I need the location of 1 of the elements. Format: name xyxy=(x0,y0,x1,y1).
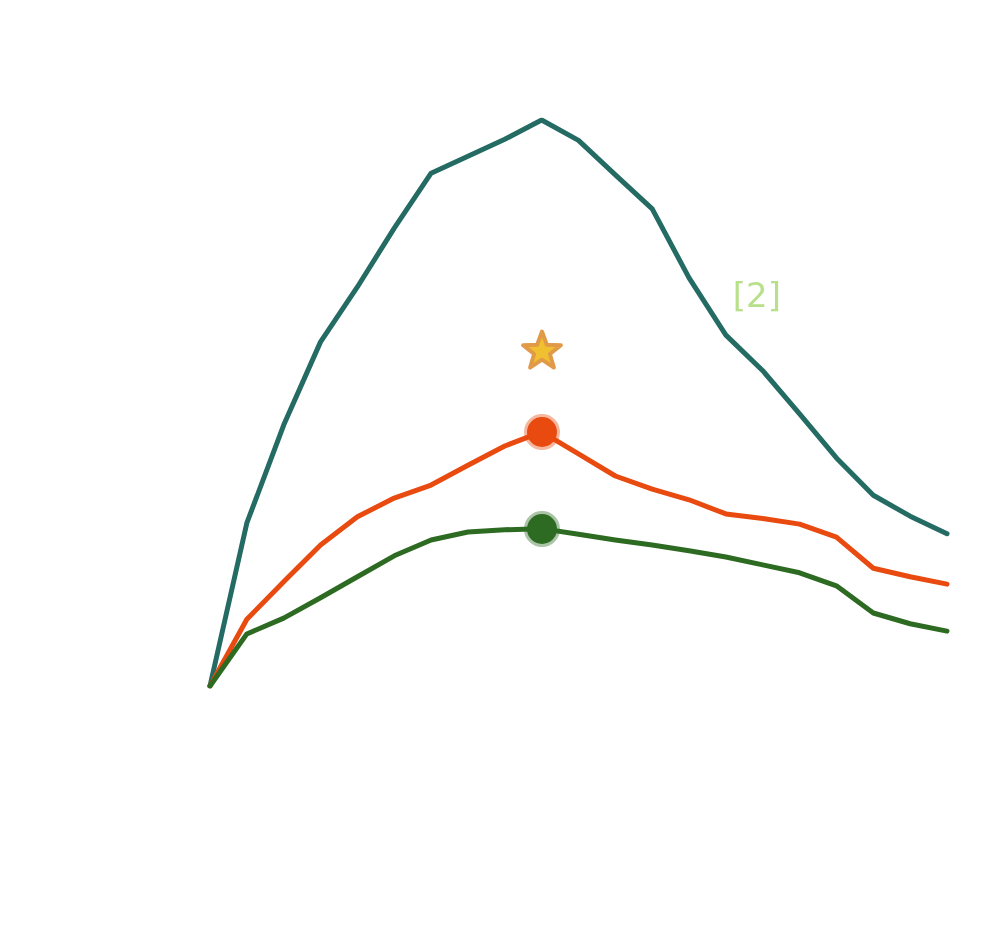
annotation: [2] xyxy=(732,275,782,315)
